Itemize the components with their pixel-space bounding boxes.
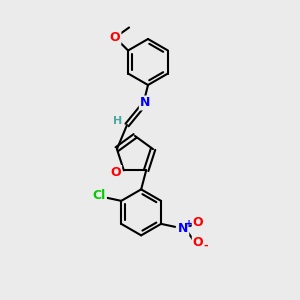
Text: Cl: Cl [93, 189, 106, 203]
Text: +: + [185, 219, 193, 229]
Text: O: O [193, 236, 203, 249]
Text: H: H [113, 116, 123, 126]
Text: N: N [140, 97, 150, 110]
Text: O: O [110, 31, 120, 44]
Text: O: O [193, 216, 203, 230]
Text: N: N [178, 222, 188, 236]
Text: -: - [204, 241, 208, 251]
Text: O: O [110, 166, 121, 179]
